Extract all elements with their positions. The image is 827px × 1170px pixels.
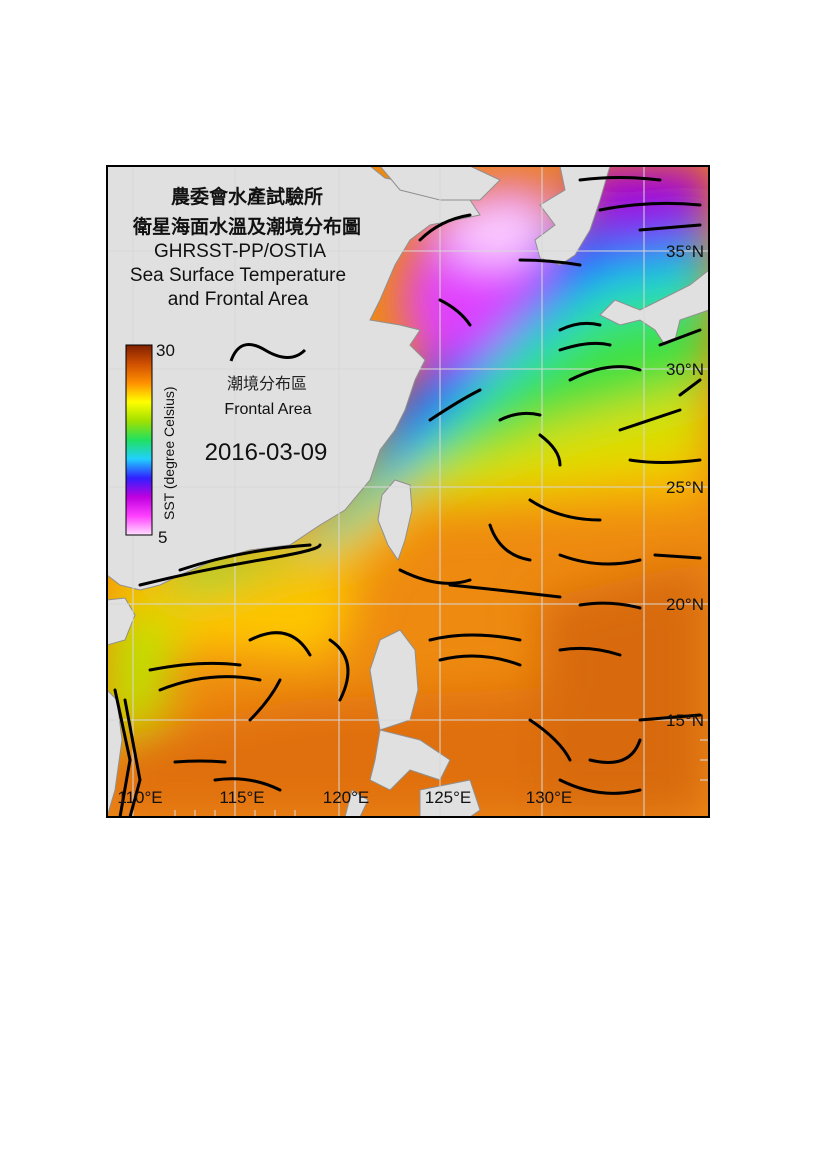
land-visayas	[419, 779, 481, 817]
latitude-labels: 35°N 30°N 25°N 20°N 15°N	[666, 242, 704, 730]
title-cn: 衛星海面水溫及潮境分布圖	[132, 215, 361, 238]
longitude-labels: 110°E 115°E 120°E 125°E 130°E	[117, 788, 572, 807]
lat-label-30: 30°N	[666, 360, 704, 379]
front-label-cn: 潮境分布區	[227, 374, 307, 393]
lon-label-115: 115°E	[219, 788, 264, 807]
front-line-sample	[229, 343, 307, 362]
lat-label-20: 20°N	[666, 595, 704, 614]
map-frame	[106, 165, 710, 818]
lat-label-25: 25°N	[666, 478, 704, 497]
frontal-lines	[113, 176, 702, 817]
colorbar-bar	[125, 344, 153, 536]
title-dataset: GHRSST-PP/OSTIA	[154, 241, 326, 262]
tick-marks	[174, 739, 709, 817]
land	[107, 166, 709, 817]
land-taiwan	[377, 479, 413, 562]
lon-label-130: 130°E	[526, 788, 573, 807]
title-line2: and Frontal Area	[168, 289, 309, 310]
lon-label-110: 110°E	[117, 788, 162, 807]
front-label-en: Frontal Area	[224, 401, 311, 418]
land-japan	[599, 269, 709, 346]
lat-label-35: 35°N	[666, 242, 704, 261]
map-area: 35°N 30°N 25°N 20°N 15°N 110°E 115°E 120…	[107, 166, 709, 817]
lon-label-120: 120°E	[323, 788, 370, 807]
front-legend: 潮境分布區 Frontal Area	[224, 343, 312, 418]
land-hainan-vietnam	[107, 597, 136, 646]
land-mindoro	[344, 789, 369, 817]
title-org: 農委會水產試驗所	[171, 185, 323, 208]
title-line1: Sea Surface Temperature	[130, 265, 346, 286]
colorbar: 30 5 SST (degree Celsius)	[125, 341, 177, 547]
lat-label-15: 15°N	[666, 711, 704, 730]
colorbar-label: SST (degree Celsius)	[161, 386, 177, 520]
colorbar-max: 30	[156, 341, 175, 360]
title-block: 農委會水產試驗所 衛星海面水溫及潮境分布圖 GHRSST-PP/OSTIA Se…	[130, 185, 361, 310]
land-luzon-south	[369, 729, 451, 791]
date-label: 2016-03-09	[205, 439, 328, 466]
colorbar-min: 5	[158, 528, 167, 547]
lon-label-125: 125°E	[425, 788, 472, 807]
